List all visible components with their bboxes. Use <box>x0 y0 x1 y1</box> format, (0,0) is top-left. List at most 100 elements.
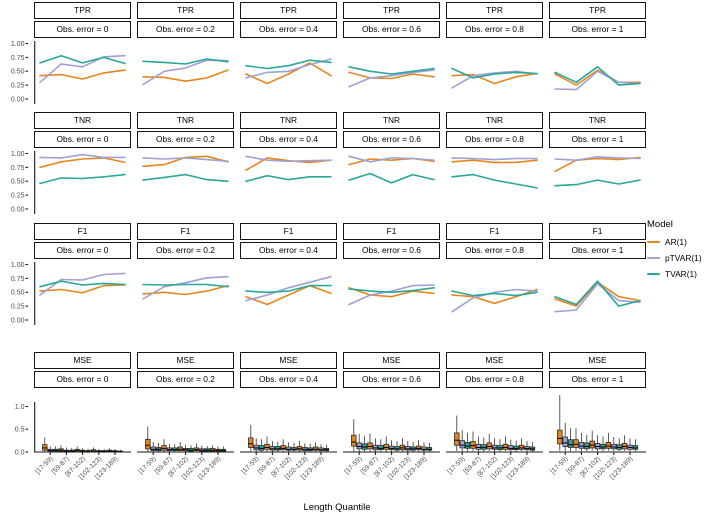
strip-metric: F1 <box>34 223 131 240</box>
strip-metric: TPR <box>549 2 646 19</box>
line-series-AR(1) <box>39 284 126 294</box>
legend-key-line-icon <box>647 272 660 276</box>
strip-obs-error: Obs. error = 0.8 <box>446 21 543 38</box>
y-tick-label: 1.0 <box>15 404 25 411</box>
box-AR(1) <box>312 446 319 451</box>
line-series-TVAR(1) <box>142 283 229 288</box>
line-series-pTVAR(1) <box>39 272 126 296</box>
y-tick-label: 0.0 <box>15 449 25 456</box>
line-series-pTVAR(1) <box>451 157 538 161</box>
line-series-TVAR(1) <box>245 174 332 183</box>
box-pTVAR(1) <box>475 443 482 450</box>
plot-tnr-4 <box>451 157 538 189</box>
facet-panel: F1 Obs. error = 0 <box>34 223 131 326</box>
strip-metric: F1 <box>446 223 543 240</box>
line-series-TVAR(1) <box>39 173 126 185</box>
box-TVAR(1) <box>378 445 384 451</box>
box-AR(1) <box>177 446 183 451</box>
line-series-TVAR(1) <box>245 59 332 70</box>
y-tick-label: 1.00 <box>11 41 25 48</box>
facet-panel: TPR Obs. error = 0.2 <box>137 2 234 105</box>
strip-metric: MSE <box>137 352 234 369</box>
strip-metric: TPR <box>446 2 543 19</box>
line-series-pTVAR(1) <box>142 157 229 163</box>
box-AR(1) <box>161 445 167 451</box>
plot-mse-1: [17-59)[59-87)[87-102)[102-123)[123-189) <box>137 426 234 481</box>
strip-obs-error: Obs. error = 0.2 <box>137 242 234 259</box>
box-pTVAR(1) <box>578 442 585 449</box>
box-pTVAR(1) <box>269 446 276 451</box>
line-series-TVAR(1) <box>451 173 538 189</box>
line-series-TVAR(1) <box>451 290 538 297</box>
plot-f1-4 <box>451 288 538 313</box>
strip-obs-error: Obs. error = 0.8 <box>446 371 543 388</box>
strip-obs-error: Obs. error = 1 <box>549 242 646 259</box>
y-tick-label: 0.5 <box>15 427 25 434</box>
plot-tpr-5 <box>554 65 641 91</box>
strip-obs-error: Obs. error = 0.8 <box>446 242 543 259</box>
strip-metric: TPR <box>343 2 440 19</box>
y-tick-label: 1.00 <box>11 262 25 269</box>
line-series-pTVAR(1) <box>348 69 435 88</box>
line-series-pTVAR(1) <box>245 155 332 163</box>
line-series-pTVAR(1) <box>348 284 435 306</box>
box-pTVAR(1) <box>285 446 292 451</box>
y-axis-ticks: 1.00 0.75 0.50 0.25 0.00 <box>11 41 28 103</box>
facet-panel: MSE Obs. error = 0.8 [17-59) [59-87) [87-102… <box>446 352 543 486</box>
y-tick-label: 0.50 <box>11 69 25 76</box>
line-series-TVAR(1) <box>348 172 435 184</box>
plot-tpr-3 <box>348 65 435 88</box>
plot-tnr-5 <box>554 156 641 187</box>
line-series-pTVAR(1) <box>451 288 538 313</box>
line-series-AR(1) <box>348 71 435 80</box>
box-AR(1) <box>502 443 509 450</box>
y-tick-label: 0.25 <box>11 304 25 311</box>
box-TVAR(1) <box>632 445 639 450</box>
y-tick-label: 1.00 <box>11 151 25 158</box>
line-series-pTVAR(1) <box>39 54 126 84</box>
facet-panel: TPR Obs. error = 0.4 <box>240 2 337 105</box>
line-series-pTVAR(1) <box>245 58 332 79</box>
line-series-AR(1) <box>39 157 126 169</box>
strip-metric: F1 <box>343 223 440 240</box>
box-TVAR(1) <box>258 445 265 451</box>
strip-metric: TNR <box>34 112 131 129</box>
strip-obs-error: Obs. error = 1 <box>549 131 646 148</box>
y-axis-tnr: 1.00 0.75 0.50 0.25 0.00 <box>0 112 28 215</box>
facet-panel: TNR Obs. error = 0.4 <box>240 112 337 215</box>
legend-item-label: AR(1) <box>665 237 687 247</box>
line-series-pTVAR(1) <box>245 275 332 302</box>
strip-obs-error: Obs. error = 0.4 <box>240 131 337 148</box>
y-tick-label: 0.25 <box>11 193 25 200</box>
box-AR(1) <box>367 442 373 450</box>
legend-item: TVAR(1) <box>647 269 709 279</box>
plot-f1-5 <box>554 280 641 313</box>
plot-tnr-3 <box>348 155 435 184</box>
legend-item: pTVAR(1) <box>647 253 709 263</box>
legend: Model AR(1) pTVAR(1) TVAR(1) <box>647 219 709 285</box>
box-AR(1) <box>454 432 460 446</box>
line-series-AR(1) <box>142 284 229 296</box>
facet-panel: MSE Obs. error = 0.6 [17-59) [59-87) [87-102… <box>343 352 440 486</box>
line-series-TVAR(1) <box>451 67 538 79</box>
line-series-TVAR(1) <box>142 58 229 65</box>
y-axis-mse: 1.0 0.5 0.0 <box>0 352 28 486</box>
strip-metric: MSE <box>446 352 543 369</box>
line-series-TVAR(1) <box>142 173 229 183</box>
strip-metric: MSE <box>549 352 646 369</box>
legend-item-label: TVAR(1) <box>665 269 697 279</box>
y-axis-f1: 1.00 0.75 0.50 0.25 0.00 <box>0 223 28 326</box>
box-AR(1) <box>486 442 492 450</box>
line-series-pTVAR(1) <box>348 155 435 163</box>
legend-key-line-icon <box>647 256 660 260</box>
plot-tpr-1 <box>142 58 229 86</box>
y-axis-ticks: 1.00 0.75 0.50 0.25 0.00 <box>11 262 28 324</box>
facet-panel: MSE Obs. error = 0 [17-59) [59-87) [87-102)[… <box>34 352 131 486</box>
facet-panel: MSE Obs. error = 0.2 [17-59) [59-87) [87-102… <box>137 352 234 486</box>
line-series-AR(1) <box>348 286 435 298</box>
line-series-AR(1) <box>245 62 332 85</box>
y-tick-label: 0.00 <box>11 317 25 324</box>
strip-obs-error: Obs. error = 0.2 <box>137 21 234 38</box>
plot-mse-4: [17-59)[59-87)[87-102)[102-123)[123-189) <box>446 415 543 481</box>
strip-obs-error: Obs. error = 0.4 <box>240 242 337 259</box>
